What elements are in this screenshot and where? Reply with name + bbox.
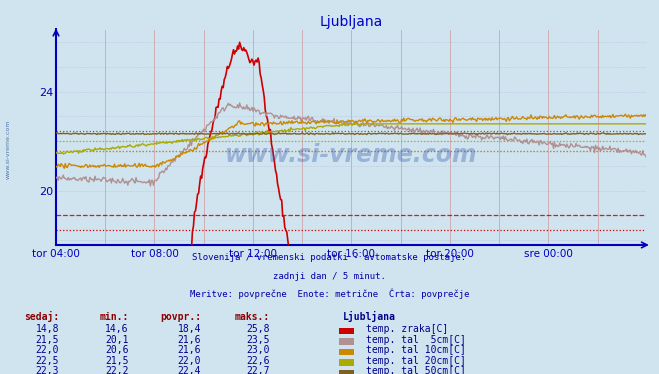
Text: 14,6: 14,6 <box>105 324 129 334</box>
Text: temp. tal  5cm[C]: temp. tal 5cm[C] <box>366 335 466 344</box>
Text: temp. tal 10cm[C]: temp. tal 10cm[C] <box>366 345 466 355</box>
Text: min.:: min.: <box>99 312 129 322</box>
Text: 25,8: 25,8 <box>246 324 270 334</box>
Text: 22,5: 22,5 <box>36 356 59 365</box>
Text: 23,5: 23,5 <box>246 335 270 344</box>
Text: 22,0: 22,0 <box>177 356 201 365</box>
Title: Ljubljana: Ljubljana <box>320 15 382 29</box>
Text: sedaj:: sedaj: <box>24 311 59 322</box>
Text: 18,4: 18,4 <box>177 324 201 334</box>
Text: www.si-vreme.com: www.si-vreme.com <box>225 142 477 167</box>
Text: povpr.:: povpr.: <box>160 312 201 322</box>
Text: Slovenija / vremenski podatki - avtomatske postaje.: Slovenija / vremenski podatki - avtomats… <box>192 253 467 262</box>
Text: temp. tal 20cm[C]: temp. tal 20cm[C] <box>366 356 466 365</box>
Text: 22,4: 22,4 <box>177 366 201 374</box>
Text: zadnji dan / 5 minut.: zadnji dan / 5 minut. <box>273 272 386 280</box>
Text: Meritve: povprečne  Enote: metrične  Črta: povprečje: Meritve: povprečne Enote: metrične Črta:… <box>190 289 469 299</box>
Text: 21,6: 21,6 <box>177 335 201 344</box>
Text: 23,0: 23,0 <box>246 345 270 355</box>
Text: Ljubljana: Ljubljana <box>343 311 395 322</box>
Text: temp. zraka[C]: temp. zraka[C] <box>366 324 448 334</box>
Text: 22,7: 22,7 <box>246 366 270 374</box>
Text: 21,5: 21,5 <box>36 335 59 344</box>
Text: 22,6: 22,6 <box>246 356 270 365</box>
Text: 20,6: 20,6 <box>105 345 129 355</box>
Text: 22,2: 22,2 <box>105 366 129 374</box>
Text: temp. tal 50cm[C]: temp. tal 50cm[C] <box>366 366 466 374</box>
Text: 20,1: 20,1 <box>105 335 129 344</box>
Text: 21,5: 21,5 <box>105 356 129 365</box>
Text: 14,8: 14,8 <box>36 324 59 334</box>
Text: 21,6: 21,6 <box>177 345 201 355</box>
Text: www.si-vreme.com: www.si-vreme.com <box>5 120 11 180</box>
Text: 22,3: 22,3 <box>36 366 59 374</box>
Text: 22,0: 22,0 <box>36 345 59 355</box>
Text: maks.:: maks.: <box>235 312 270 322</box>
